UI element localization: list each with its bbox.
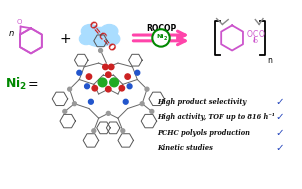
Circle shape <box>127 84 132 89</box>
Text: ✓: ✓ <box>275 97 284 107</box>
Text: ✓: ✓ <box>275 112 284 122</box>
Text: n: n <box>267 56 272 65</box>
Text: Kinetic studies: Kinetic studies <box>158 144 214 152</box>
Circle shape <box>88 99 93 104</box>
Text: 2: 2 <box>163 36 167 41</box>
Text: ✓: ✓ <box>275 128 284 138</box>
Circle shape <box>135 70 140 75</box>
Circle shape <box>152 29 170 47</box>
Circle shape <box>106 72 111 77</box>
Circle shape <box>108 64 114 70</box>
Text: O: O <box>17 19 22 25</box>
Text: +: + <box>60 32 72 46</box>
Circle shape <box>123 99 128 104</box>
Text: High product selectivity: High product selectivity <box>158 98 247 106</box>
Circle shape <box>92 129 96 133</box>
Circle shape <box>85 84 89 89</box>
Circle shape <box>145 87 149 91</box>
Text: ✓: ✓ <box>275 143 284 153</box>
Text: $\mathbf{Ni_2}$: $\mathbf{Ni_2}$ <box>5 76 27 92</box>
Text: O: O <box>247 29 252 39</box>
Text: High activity, TOF up to 816 h⁻¹: High activity, TOF up to 816 h⁻¹ <box>158 113 275 121</box>
Ellipse shape <box>81 24 99 38</box>
Text: ROCOP: ROCOP <box>146 24 176 33</box>
Circle shape <box>92 85 98 91</box>
Circle shape <box>106 87 111 92</box>
Circle shape <box>72 102 76 106</box>
Circle shape <box>68 87 72 91</box>
Circle shape <box>110 78 118 87</box>
Circle shape <box>125 74 130 79</box>
Circle shape <box>106 112 110 115</box>
Ellipse shape <box>101 24 118 38</box>
Text: O: O <box>258 29 264 39</box>
Circle shape <box>86 74 92 79</box>
Circle shape <box>121 129 125 133</box>
Ellipse shape <box>84 27 115 47</box>
Text: =: = <box>24 78 39 91</box>
Circle shape <box>119 85 124 91</box>
Text: O=C=O: O=C=O <box>86 20 117 54</box>
Circle shape <box>103 64 108 70</box>
Text: Ni: Ni <box>156 34 164 40</box>
Circle shape <box>98 78 107 87</box>
Circle shape <box>63 109 67 113</box>
Circle shape <box>77 70 82 75</box>
Circle shape <box>150 109 154 113</box>
Ellipse shape <box>79 33 93 45</box>
Circle shape <box>140 102 144 106</box>
Ellipse shape <box>106 33 120 45</box>
Text: O: O <box>252 39 257 44</box>
Text: PCHC polyols production: PCHC polyols production <box>158 129 251 137</box>
Text: n: n <box>9 29 14 38</box>
Circle shape <box>99 49 102 52</box>
Text: C: C <box>252 29 258 39</box>
